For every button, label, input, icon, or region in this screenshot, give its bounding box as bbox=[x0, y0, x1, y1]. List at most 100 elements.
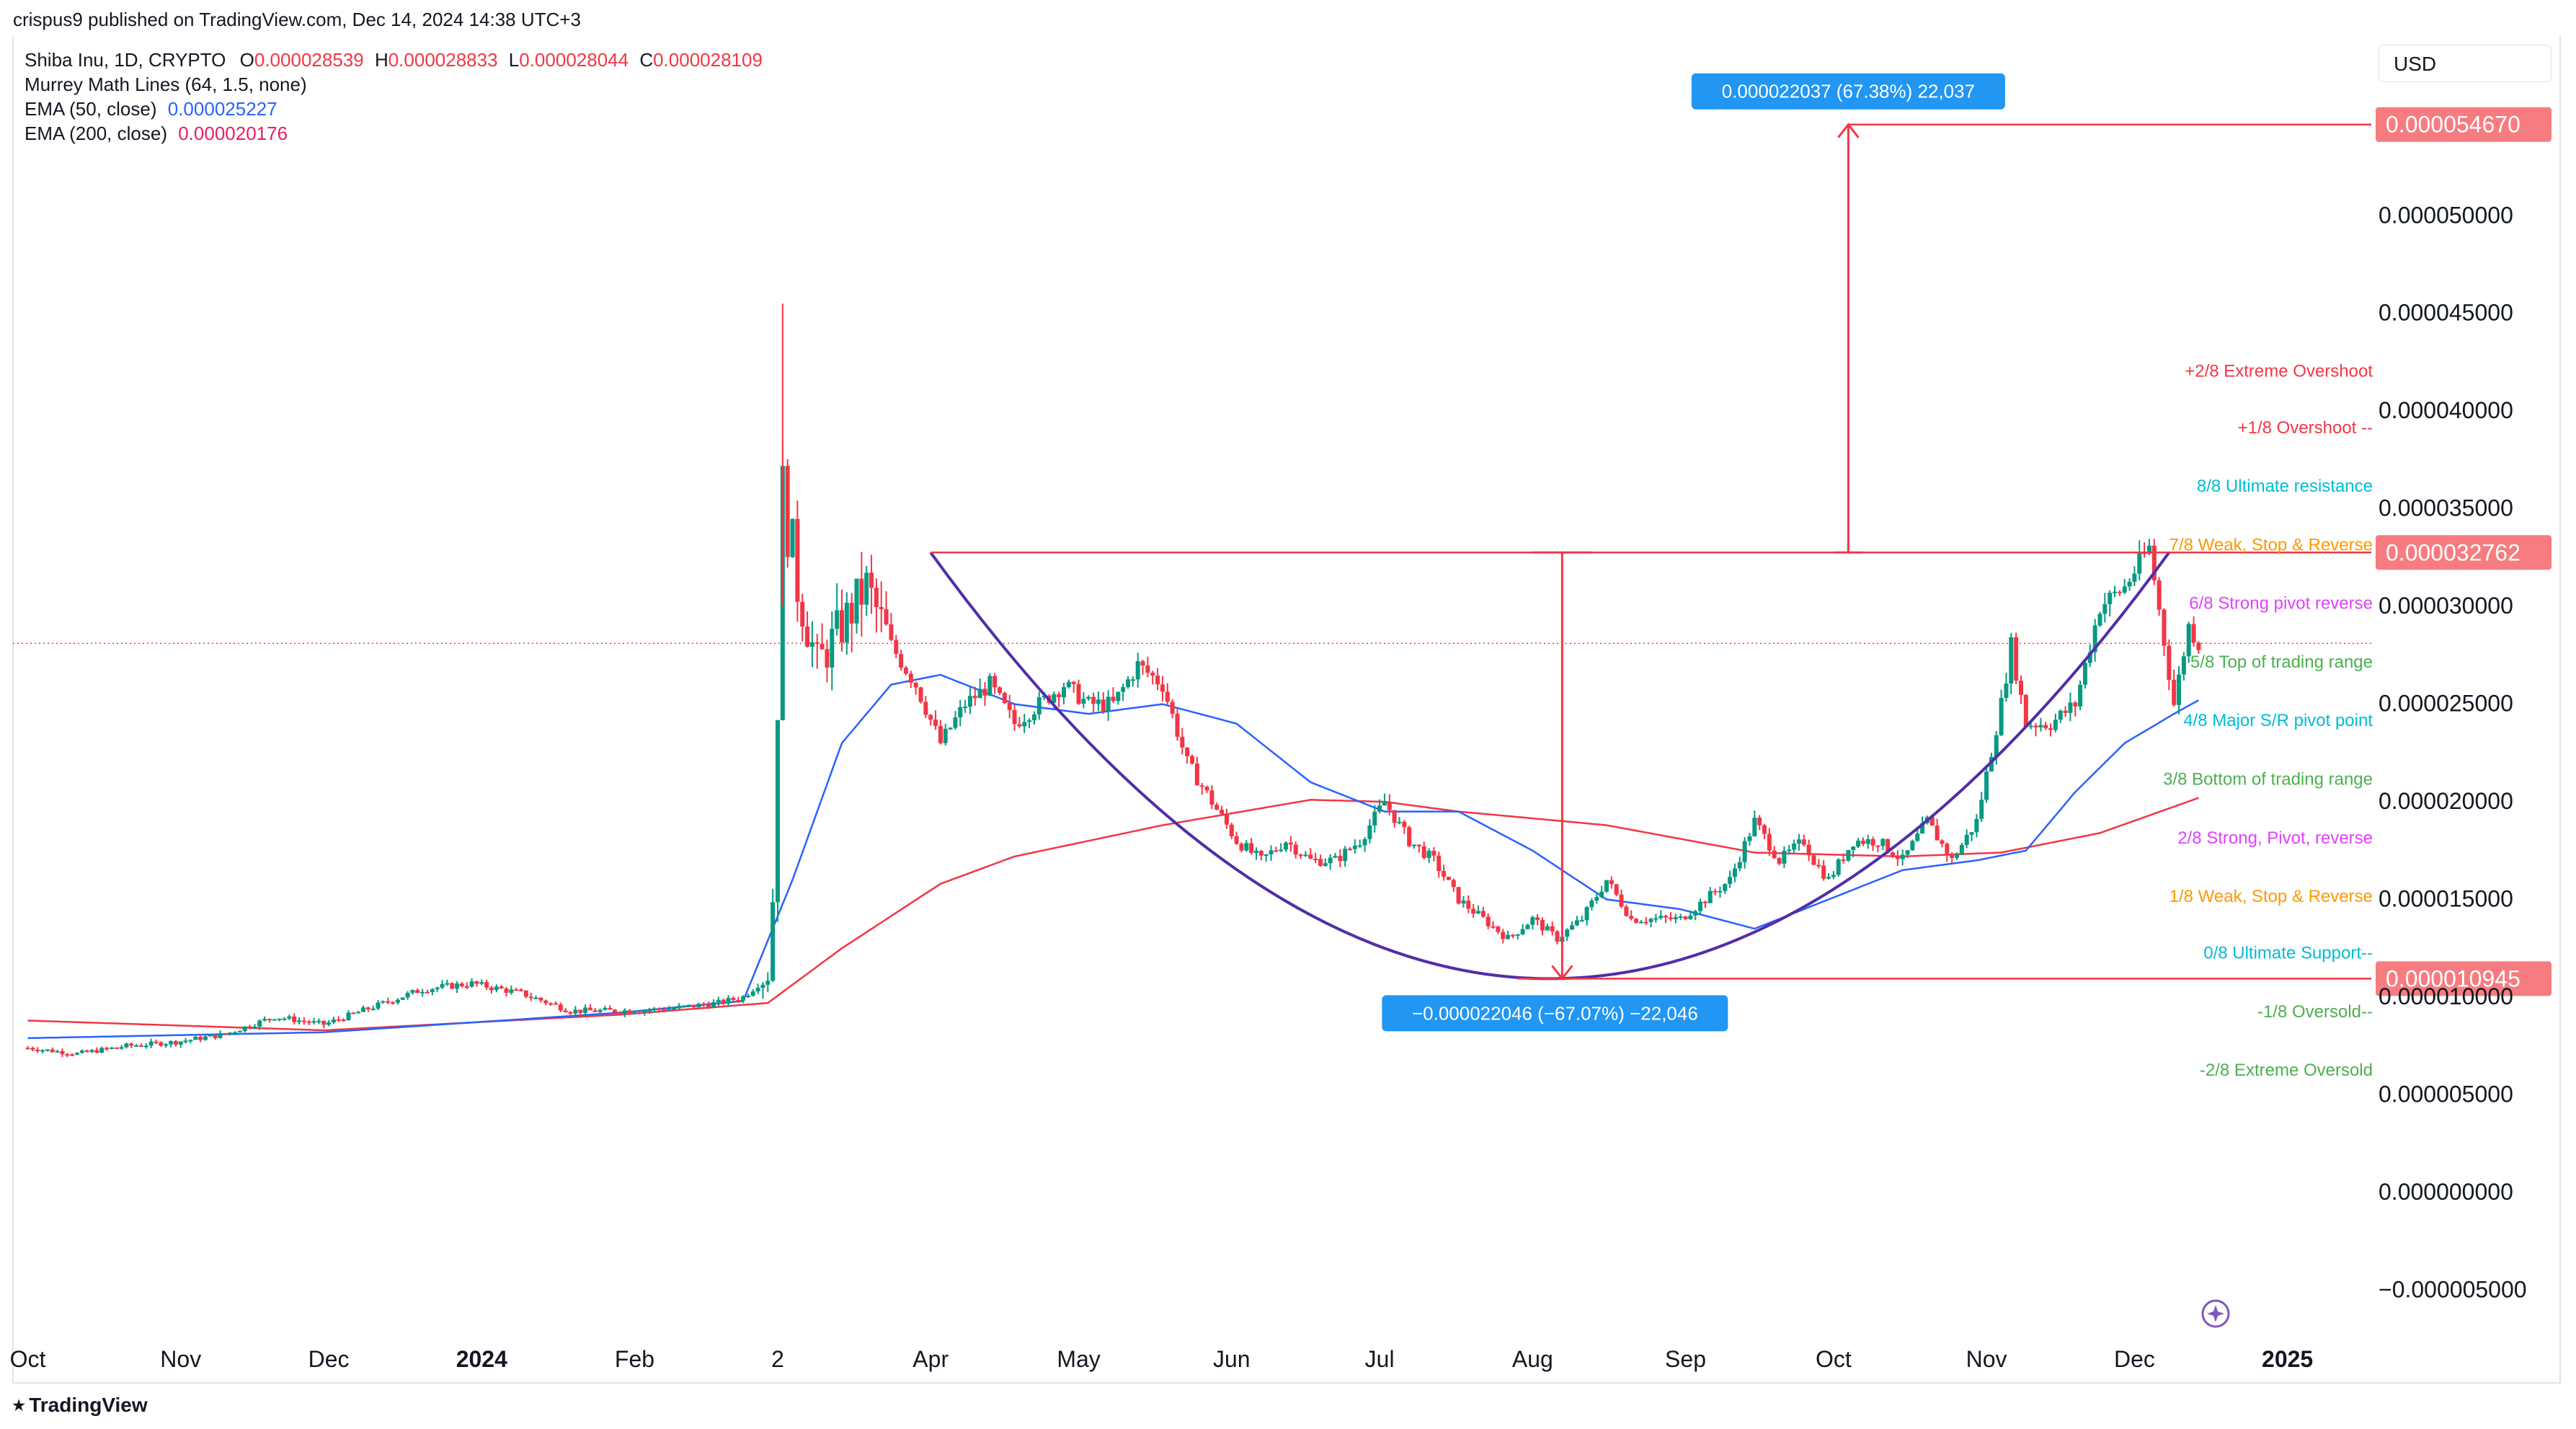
measure-up-arrowhead bbox=[1837, 123, 1860, 138]
candle-body bbox=[1362, 839, 1367, 846]
candle-body bbox=[356, 1012, 361, 1014]
candle-body bbox=[681, 1005, 686, 1007]
candle-body bbox=[1900, 854, 1905, 859]
candle-body bbox=[1224, 813, 1229, 825]
candle-body bbox=[928, 714, 933, 720]
candle-body bbox=[1648, 919, 1653, 922]
candle-body bbox=[1969, 832, 1974, 835]
candle-body bbox=[114, 1047, 119, 1049]
candle-body bbox=[622, 1010, 627, 1014]
candle-body bbox=[2018, 681, 2023, 695]
candle-body bbox=[1204, 786, 1209, 791]
candle-body bbox=[376, 1002, 381, 1009]
candle-body bbox=[435, 987, 440, 990]
candle-body bbox=[573, 1009, 578, 1014]
candle-body bbox=[55, 1050, 60, 1053]
candle-body bbox=[1702, 901, 1707, 903]
murrey-label: 5/8 Top of trading range bbox=[2190, 652, 2373, 672]
candle-body bbox=[1989, 756, 1994, 772]
legend-ema200-row[interactable]: EMA (200, close) 0.000020176 bbox=[25, 121, 763, 146]
candle-body bbox=[1150, 673, 1155, 676]
candle-body bbox=[504, 988, 509, 994]
candle-body bbox=[923, 702, 928, 715]
legend-ema50-value: 0.000025227 bbox=[167, 98, 277, 120]
ohlc-l-value: 0.000028044 bbox=[519, 49, 629, 71]
candle-body bbox=[1096, 699, 1101, 704]
candle-body bbox=[1313, 859, 1318, 861]
x-tick-label: Nov bbox=[1966, 1346, 2007, 1372]
legend-symbol-row[interactable]: Shiba Inu, 1D, CRYPTO O0.000028539 H0.00… bbox=[25, 48, 763, 72]
candle-body bbox=[543, 1000, 548, 1004]
candle-body bbox=[341, 1019, 346, 1022]
candle-body bbox=[1066, 681, 1071, 688]
candle-body bbox=[1964, 834, 1969, 845]
candle-body bbox=[908, 673, 913, 683]
candle-body bbox=[129, 1043, 134, 1046]
candle-body bbox=[381, 1001, 386, 1003]
candle-body bbox=[1787, 849, 1792, 851]
candle-body bbox=[252, 1026, 257, 1028]
candle-body bbox=[455, 983, 460, 989]
candle-body bbox=[1081, 699, 1086, 704]
candle-body bbox=[820, 643, 825, 650]
candle-body bbox=[65, 1054, 70, 1056]
candle-body bbox=[1348, 849, 1353, 851]
y-tick-label: 0.000010000 bbox=[2379, 983, 2513, 1009]
candle-body bbox=[1570, 925, 1575, 930]
candle-body bbox=[159, 1042, 164, 1046]
candle-body bbox=[2014, 637, 2019, 681]
candle-body bbox=[430, 989, 435, 992]
candle-body bbox=[143, 1045, 148, 1048]
candle-body bbox=[148, 1041, 154, 1046]
legend-murrey-row[interactable]: Murrey Math Lines (64, 1.5, none) bbox=[25, 72, 763, 97]
candle-body bbox=[657, 1008, 662, 1010]
candle-body bbox=[105, 1048, 110, 1050]
candle-body bbox=[1777, 858, 1782, 864]
candle-body bbox=[1940, 840, 1945, 844]
candle-body bbox=[1619, 894, 1624, 907]
candle-body bbox=[1678, 916, 1683, 919]
candle-body bbox=[1249, 843, 1254, 853]
candle-body bbox=[2028, 725, 2033, 727]
candle-body bbox=[1945, 844, 1950, 856]
candle-body bbox=[617, 1012, 622, 1014]
candle-body bbox=[1501, 932, 1506, 939]
candle-body bbox=[2113, 591, 2118, 593]
candle-body bbox=[124, 1043, 129, 1048]
legend-ema50-row[interactable]: EMA (50, close) 0.000025227 bbox=[25, 97, 763, 121]
currency-button[interactable]: USD bbox=[2379, 45, 2551, 82]
candle-body bbox=[272, 1019, 277, 1021]
candle-body bbox=[1742, 841, 1747, 862]
candle-body bbox=[1579, 920, 1584, 922]
candle-body bbox=[716, 999, 721, 1003]
candle-body bbox=[287, 1016, 292, 1019]
candle-body bbox=[835, 610, 840, 629]
murrey-label: 7/8 Weak, Stop & Reverse bbox=[2169, 535, 2373, 554]
candle-body bbox=[267, 1019, 272, 1021]
tradingview-logo[interactable]: ⭑ TradingView bbox=[13, 1393, 148, 1417]
candle-body bbox=[553, 1003, 558, 1005]
candle-body bbox=[528, 996, 533, 999]
candle-body bbox=[203, 1036, 208, 1040]
candle-body bbox=[972, 696, 977, 699]
candle-body bbox=[386, 1001, 391, 1003]
candle-body bbox=[119, 1047, 124, 1049]
candle-body bbox=[933, 720, 938, 726]
candle-body bbox=[1456, 887, 1461, 904]
candle-body bbox=[138, 1045, 143, 1047]
candle-body bbox=[1343, 849, 1348, 862]
candle-body bbox=[632, 1012, 637, 1014]
crosshair-icon[interactable] bbox=[2201, 1299, 2230, 1328]
candle-body bbox=[1713, 890, 1718, 893]
legend-murrey: Murrey Math Lines (64, 1.5, none) bbox=[25, 74, 307, 95]
candle-body bbox=[1634, 919, 1639, 923]
candle-body bbox=[1402, 821, 1407, 828]
candle-body bbox=[1199, 785, 1204, 787]
candle-body bbox=[701, 1004, 706, 1006]
candle-body bbox=[1466, 901, 1471, 909]
candle-body bbox=[1718, 890, 1723, 893]
candle-body bbox=[2102, 603, 2108, 614]
candle-body bbox=[1693, 911, 1698, 916]
candle-body bbox=[1555, 931, 1560, 942]
